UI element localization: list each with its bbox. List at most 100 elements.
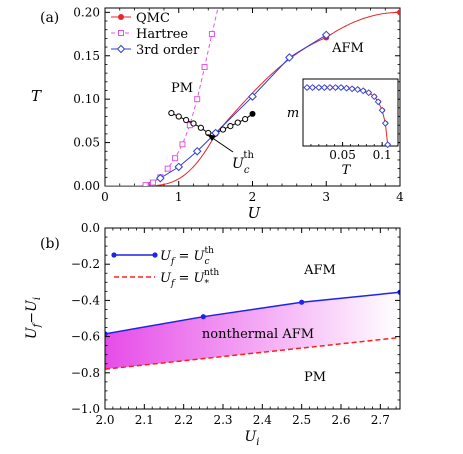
panel-a-xlabel: U [248, 204, 262, 222]
inset-xtick-label: 0.05 [329, 148, 356, 162]
third-order-point [321, 30, 331, 40]
legend-entry-uth: Uf = Ucth [111, 246, 214, 267]
panel-a-ytick-label: 0.05 [73, 136, 100, 150]
legend-entry-third-order: 3rd order [111, 43, 200, 58]
uth-point [105, 331, 108, 337]
crossover-point [242, 116, 249, 123]
inset-third-point [332, 84, 339, 91]
legend-uth-label: Uf = Ucth [160, 246, 214, 267]
inset-third-point [303, 84, 311, 91]
uth-line [105, 291, 400, 335]
legend-a: QMC Hartree 3rd order [111, 11, 200, 58]
third-order-point [192, 146, 202, 156]
legend-entry-unth: Uf = U*nth [114, 268, 219, 289]
inset-third-point [315, 84, 323, 91]
hartree-point [179, 141, 186, 148]
panel-b-ylabel: Uf−Ui [24, 297, 43, 339]
legend-hartree-label: Hartree [136, 27, 188, 42]
hartree-point [201, 64, 208, 71]
crossover-point [227, 122, 234, 130]
panel-a-ytick-label: 0.20 [73, 5, 100, 19]
panel-a-ytick-label: 0.00 [73, 179, 100, 193]
panel-a-xtick-label: 0 [101, 190, 109, 204]
panel-a-xtick-label: 4 [396, 190, 404, 204]
nonthermal-afm-label: nonthermal AFM [202, 327, 314, 342]
legend-entry-qmc: QMC [111, 11, 170, 26]
inset-third-point [374, 98, 382, 106]
legend-unth-label: Uf = U*nth [160, 268, 219, 289]
uth-point [299, 299, 305, 305]
crossover-endpoint [249, 110, 256, 117]
inset-plot [303, 84, 392, 149]
panel-b: (b) Uf−Ui Ui 2.0 2.1 2.2 2.3 2.4 2.5 2.6 2.7 0.0… [24, 221, 401, 448]
inset-third-point [359, 87, 367, 95]
uc-th-label: Ucth [232, 150, 254, 176]
hartree-point [172, 155, 179, 162]
nonthermal-region [105, 292, 400, 370]
inset-third-point [381, 119, 389, 127]
crossover-point [219, 126, 227, 133]
panel-a-xtick-label: 1 [175, 190, 183, 204]
hartree-point [164, 165, 171, 172]
uc-th-annotation: Ucth [207, 134, 254, 176]
panel-b-label: (b) [40, 236, 60, 252]
third-order-point [285, 53, 294, 62]
afm-label-a: AFM [331, 41, 364, 56]
panel-a-xtick-label: 2 [249, 190, 257, 204]
panel-b-xtick-label: 2.5 [292, 413, 311, 427]
inset-xlabel: T [342, 163, 352, 178]
panel-b-axes: 2.0 2.1 2.2 2.3 2.4 2.5 2.6 2.7 0.0 −0.2 −0.4 −0.6 −… [71, 221, 400, 427]
afm-label-b: AFM [303, 263, 336, 278]
panel-a-xtick-label: 3 [322, 190, 330, 204]
panel-a-annotations: AFM PM Ucth [171, 41, 364, 176]
panel-b-xlabel: Ui [244, 429, 259, 448]
panel-a-ytick-label: 0.10 [73, 92, 100, 106]
crossover-point [183, 116, 190, 124]
panel-b-xtick-label: 2.4 [253, 413, 272, 427]
panel-b-ytick-label: −1.0 [71, 402, 100, 416]
hartree-point [149, 179, 156, 186]
panel-b-annotations: AFM nonthermal AFM PM [202, 263, 336, 385]
inset-ylabel: m [287, 106, 299, 121]
inset-xtick-label: 0.1 [373, 148, 392, 162]
panel-a-plot [105, 8, 400, 186]
third-order-line [145, 34, 327, 185]
inset-third-point [365, 89, 373, 97]
inset-third-point [337, 84, 345, 91]
inset-third-point [370, 93, 378, 101]
inset-third-point [348, 85, 356, 93]
crossover-point [168, 109, 175, 117]
third-order-point [174, 162, 184, 172]
inset-third-point [309, 84, 316, 91]
crossover-point [234, 119, 241, 126]
qmc-point [397, 9, 400, 16]
panel-b-ytick-label: −0.8 [71, 366, 100, 380]
legend-third-order-label: 3rd order [136, 43, 200, 58]
panel-b-ytick-label: −0.2 [71, 257, 100, 271]
crossover-point [175, 113, 182, 120]
pm-label-a: PM [171, 81, 193, 96]
crossover-point [190, 120, 197, 127]
panel-b-ytick-label: −0.6 [71, 330, 100, 344]
inset-third-point [384, 141, 392, 149]
uth-point [200, 314, 206, 320]
uc-th-arrow [210, 136, 234, 153]
legend-b: Uf = Ucth Uf = U*nth [111, 246, 219, 289]
panel-b-ytick-label: 0.0 [81, 221, 100, 235]
hartree-point [208, 31, 215, 38]
hartree-point [194, 96, 201, 103]
inset-magnetization: m T 0.05 0.1 [287, 78, 399, 178]
panel-b-xtick-label: 2.6 [331, 413, 350, 427]
panel-b-xtick-label: 2.7 [371, 413, 390, 427]
panel-b-xtick-label: 2.0 [95, 413, 114, 427]
panel-b-xtick-label: 2.2 [174, 413, 193, 427]
third-order-point [211, 128, 220, 138]
inset-third-point [378, 106, 386, 114]
panel-a-label: (a) [40, 10, 59, 26]
legend-entry-hartree: Hartree [111, 27, 188, 42]
hartree-point [142, 182, 149, 186]
inset-third-point [320, 84, 328, 91]
inset-third-point [343, 84, 350, 92]
panel-a-ytick-label: 0.15 [73, 49, 100, 63]
